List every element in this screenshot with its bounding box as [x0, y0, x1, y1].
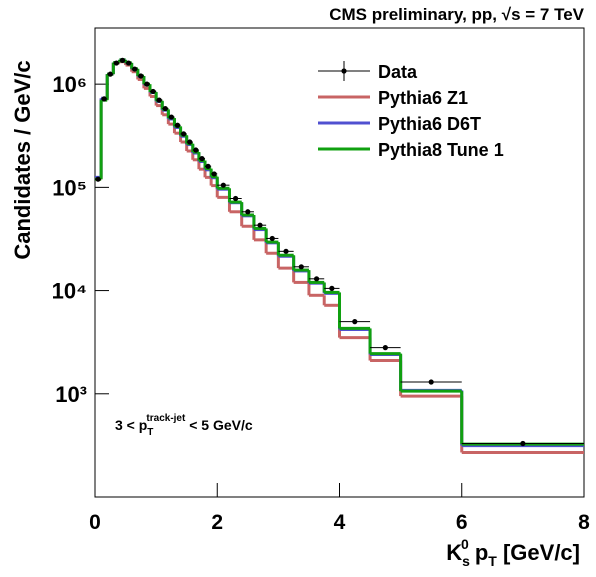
x-label-part: K — [446, 540, 462, 565]
data-point — [132, 66, 138, 72]
data-point — [205, 163, 211, 169]
data-point — [119, 57, 126, 63]
y-tick-label: 10⁴ — [52, 279, 87, 304]
data-point — [193, 147, 199, 153]
data-point — [144, 81, 150, 87]
data-point — [138, 73, 144, 79]
data-point — [181, 131, 187, 137]
x-label-part: p — [469, 540, 489, 565]
x-label-sub: T — [488, 553, 497, 569]
y-tick-label: 10³ — [55, 382, 87, 407]
x-tick-label: 0 — [89, 511, 101, 534]
x-label-part: [GeV/c] — [497, 540, 580, 565]
data-point — [428, 379, 434, 385]
data-point — [352, 319, 358, 325]
data-point — [329, 285, 335, 291]
data-point — [156, 97, 162, 103]
x-tick-label: 6 — [456, 511, 468, 534]
x-tick-label: 8 — [578, 511, 590, 534]
data-point — [382, 345, 388, 351]
y-axis-label: Candidates / GeV/c — [10, 60, 35, 259]
legend-marker — [341, 68, 347, 74]
data-point — [313, 276, 320, 282]
x-tick-label: 4 — [334, 511, 346, 534]
x-label-sub: s — [462, 553, 470, 569]
data-point — [199, 155, 205, 162]
y-tick-label: 10⁵ — [52, 175, 87, 200]
data-point — [162, 105, 168, 112]
legend-label: Data — [378, 62, 418, 82]
data-point — [107, 71, 113, 77]
annotation-part: < 5 GeV/c — [185, 417, 253, 433]
data-point — [245, 209, 251, 215]
data-point — [95, 176, 101, 182]
data-point — [283, 248, 289, 254]
x-axis-label: Ks0 pT [GeV/c] — [446, 536, 580, 569]
data-point — [211, 171, 217, 177]
data-point — [187, 139, 193, 145]
data-point — [269, 235, 275, 242]
data-point — [174, 122, 181, 128]
data-point — [168, 114, 175, 120]
x-label-sup: 0 — [461, 536, 469, 552]
data-point — [257, 222, 263, 228]
legend-label: Pythia6 D6T — [378, 114, 481, 134]
annotation-part: 3 < p — [115, 417, 147, 433]
data-point — [101, 96, 107, 102]
chart-title: CMS preliminary, pp, √s = 7 TeV — [329, 5, 584, 24]
data-point — [232, 195, 239, 202]
annotation: 3 < pTtrack-jet < 5 GeV/c — [115, 413, 253, 438]
legend-label: Pythia8 Tune 1 — [378, 140, 504, 160]
legend-label: Pythia6 Z1 — [378, 88, 468, 108]
data-point — [520, 440, 526, 447]
x-tick-label: 2 — [211, 511, 223, 534]
annotation-sub: T — [147, 427, 153, 438]
data-point — [150, 88, 156, 95]
annotation-sup: track-jet — [146, 413, 186, 424]
y-tick-label: 10⁶ — [52, 72, 87, 97]
data-point — [126, 60, 132, 66]
data-point — [113, 60, 119, 66]
data-point — [220, 182, 226, 188]
data-point — [298, 264, 304, 270]
